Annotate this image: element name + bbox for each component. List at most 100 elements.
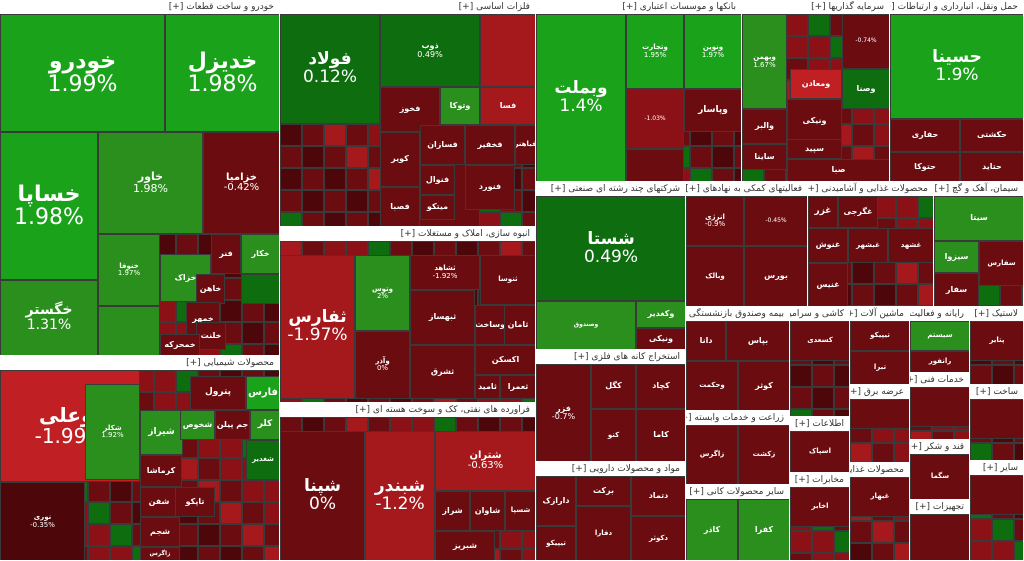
stock-tile[interactable]: کویر xyxy=(380,132,420,187)
stock-tile[interactable]: دکوثر xyxy=(631,516,685,560)
small-stock-tile[interactable] xyxy=(712,168,734,181)
sector-header[interactable]: محصولات غذایی [+] xyxy=(850,463,909,477)
small-stock-tile[interactable] xyxy=(324,146,346,168)
sector-header[interactable]: انبوه سازی، املاک و مستغلات [+] xyxy=(280,227,535,241)
small-stock-tile[interactable] xyxy=(874,284,896,306)
stock-tile[interactable]: سفارس xyxy=(979,241,1023,286)
sector-header[interactable]: سرمایه گذاریها [+] xyxy=(742,0,889,14)
stock-tile[interactable]: خنوفا 1.97% xyxy=(98,234,160,306)
small-stock-tile[interactable] xyxy=(894,521,909,543)
stock-tile[interactable]: غشهد xyxy=(888,228,933,263)
stock-tile[interactable]: وتوس 2% xyxy=(355,255,410,331)
sector-header[interactable]: استخراج کانه های فلزی [+] xyxy=(536,350,685,364)
stock-tile[interactable]: سگما xyxy=(910,454,969,499)
small-stock-tile[interactable] xyxy=(790,553,812,560)
small-stock-tile[interactable] xyxy=(220,458,242,480)
small-stock-tile[interactable] xyxy=(786,36,808,58)
small-stock-tile[interactable] xyxy=(834,365,849,387)
small-stock-tile[interactable] xyxy=(346,146,368,168)
stock-tile[interactable]: وحکمت xyxy=(686,361,738,410)
small-stock-tile[interactable] xyxy=(790,387,812,409)
small-stock-tile[interactable] xyxy=(896,262,918,284)
stock-tile[interactable]: وصندوق xyxy=(536,301,636,349)
stock-tile[interactable]: ثبهساز xyxy=(410,290,475,345)
sector-header[interactable]: فعالیتهای کمکی به نهادهای [+] xyxy=(686,182,807,196)
stock-tile[interactable]: خلنت xyxy=(196,322,226,350)
small-stock-tile[interactable] xyxy=(522,168,535,190)
small-stock-tile[interactable] xyxy=(850,521,872,543)
stock-tile[interactable]: تبرا xyxy=(850,351,909,384)
small-stock-tile[interactable] xyxy=(220,300,242,322)
stock-tile[interactable] xyxy=(626,149,684,181)
small-stock-tile[interactable] xyxy=(522,212,535,226)
stock-tile[interactable]: شکلر 1.92% xyxy=(85,384,140,480)
small-stock-tile[interactable] xyxy=(812,365,834,387)
small-stock-tile[interactable] xyxy=(346,190,368,212)
stock-tile[interactable]: دارازک xyxy=(536,476,576,526)
stock-tile[interactable]: ساینا xyxy=(742,144,787,170)
stock-tile[interactable]: خودرو 1.99% xyxy=(0,14,165,132)
stock-tile[interactable]: غگرجی xyxy=(838,196,878,228)
stock-tile[interactable]: خگستر 1.31% xyxy=(0,280,98,355)
small-stock-tile[interactable] xyxy=(834,387,849,409)
small-stock-tile[interactable] xyxy=(812,531,834,553)
sector-header[interactable]: قند و شکر [+] xyxy=(910,440,969,454)
stock-tile[interactable]: زاگرس xyxy=(686,425,738,484)
small-stock-tile[interactable] xyxy=(280,124,302,146)
stock-tile[interactable]: وساخت xyxy=(475,305,505,345)
small-stock-tile[interactable] xyxy=(522,190,535,212)
small-stock-tile[interactable] xyxy=(280,168,302,190)
stock-tile[interactable]: رانفور xyxy=(910,351,969,372)
small-stock-tile[interactable] xyxy=(874,124,889,146)
small-stock-tile[interactable] xyxy=(712,146,734,168)
small-stock-tile[interactable] xyxy=(852,284,874,306)
stock-tile[interactable]: حتاید xyxy=(960,152,1023,181)
stock-tile[interactable]: شبریز xyxy=(435,531,495,560)
small-stock-tile[interactable] xyxy=(280,190,302,212)
stock-tile[interactable]: پتایر xyxy=(970,321,1023,361)
stock-tile[interactable]: ونیکی xyxy=(636,328,685,349)
small-stock-tile[interactable] xyxy=(302,168,324,190)
stock-tile[interactable]: دفارا xyxy=(576,506,631,560)
stock-tile[interactable]: فارس xyxy=(246,376,279,410)
small-stock-tile[interactable] xyxy=(110,546,132,560)
stock-tile[interactable]: شسپا xyxy=(505,491,535,531)
small-stock-tile[interactable] xyxy=(970,365,992,384)
small-stock-tile[interactable] xyxy=(896,284,918,306)
stock-tile[interactable]: فنورد xyxy=(465,165,515,210)
stock-tile[interactable] xyxy=(970,399,1023,439)
sector-header[interactable]: محصولات شیمیایی [+] xyxy=(0,356,279,370)
stock-tile[interactable]: فسا xyxy=(480,87,535,125)
small-stock-tile[interactable] xyxy=(264,322,279,344)
stock-tile[interactable]: وصنا xyxy=(842,69,889,109)
small-stock-tile[interactable] xyxy=(500,212,522,226)
stock-tile[interactable]: نوری -0.35% xyxy=(0,482,85,560)
small-stock-tile[interactable] xyxy=(978,284,1000,306)
stock-tile[interactable]: شتران -0.63% xyxy=(435,431,535,491)
small-stock-tile[interactable] xyxy=(176,234,198,256)
stock-tile[interactable]: شخوص xyxy=(180,410,215,440)
stock-tile[interactable] xyxy=(910,514,969,560)
small-stock-tile[interactable] xyxy=(242,322,264,344)
small-stock-tile[interactable] xyxy=(1014,519,1023,541)
stock-tile[interactable]: حتوکا xyxy=(890,152,960,181)
stock-tile[interactable]: کگل xyxy=(591,364,636,409)
sector-header[interactable]: ساخت [+] xyxy=(970,385,1023,399)
small-stock-tile[interactable] xyxy=(918,196,933,218)
stock-tile[interactable]: شغدیر xyxy=(246,440,279,480)
small-stock-tile[interactable] xyxy=(1022,284,1023,306)
small-stock-tile[interactable] xyxy=(834,553,849,560)
sector-header[interactable]: سایر [+] xyxy=(970,461,1023,475)
small-stock-tile[interactable] xyxy=(850,543,872,560)
stock-tile[interactable]: میتکو xyxy=(420,195,455,220)
small-stock-tile[interactable] xyxy=(302,124,324,146)
small-stock-tile[interactable] xyxy=(970,541,992,560)
small-stock-tile[interactable] xyxy=(918,284,933,306)
stock-tile[interactable]: دتماد xyxy=(631,476,685,516)
small-stock-tile[interactable] xyxy=(198,458,220,480)
stock-tile[interactable]: تیپیکو xyxy=(850,321,909,351)
stock-tile[interactable]: خکار xyxy=(241,234,279,274)
small-stock-tile[interactable] xyxy=(280,146,302,168)
small-stock-tile[interactable] xyxy=(932,431,954,439)
small-stock-tile[interactable] xyxy=(346,124,368,146)
